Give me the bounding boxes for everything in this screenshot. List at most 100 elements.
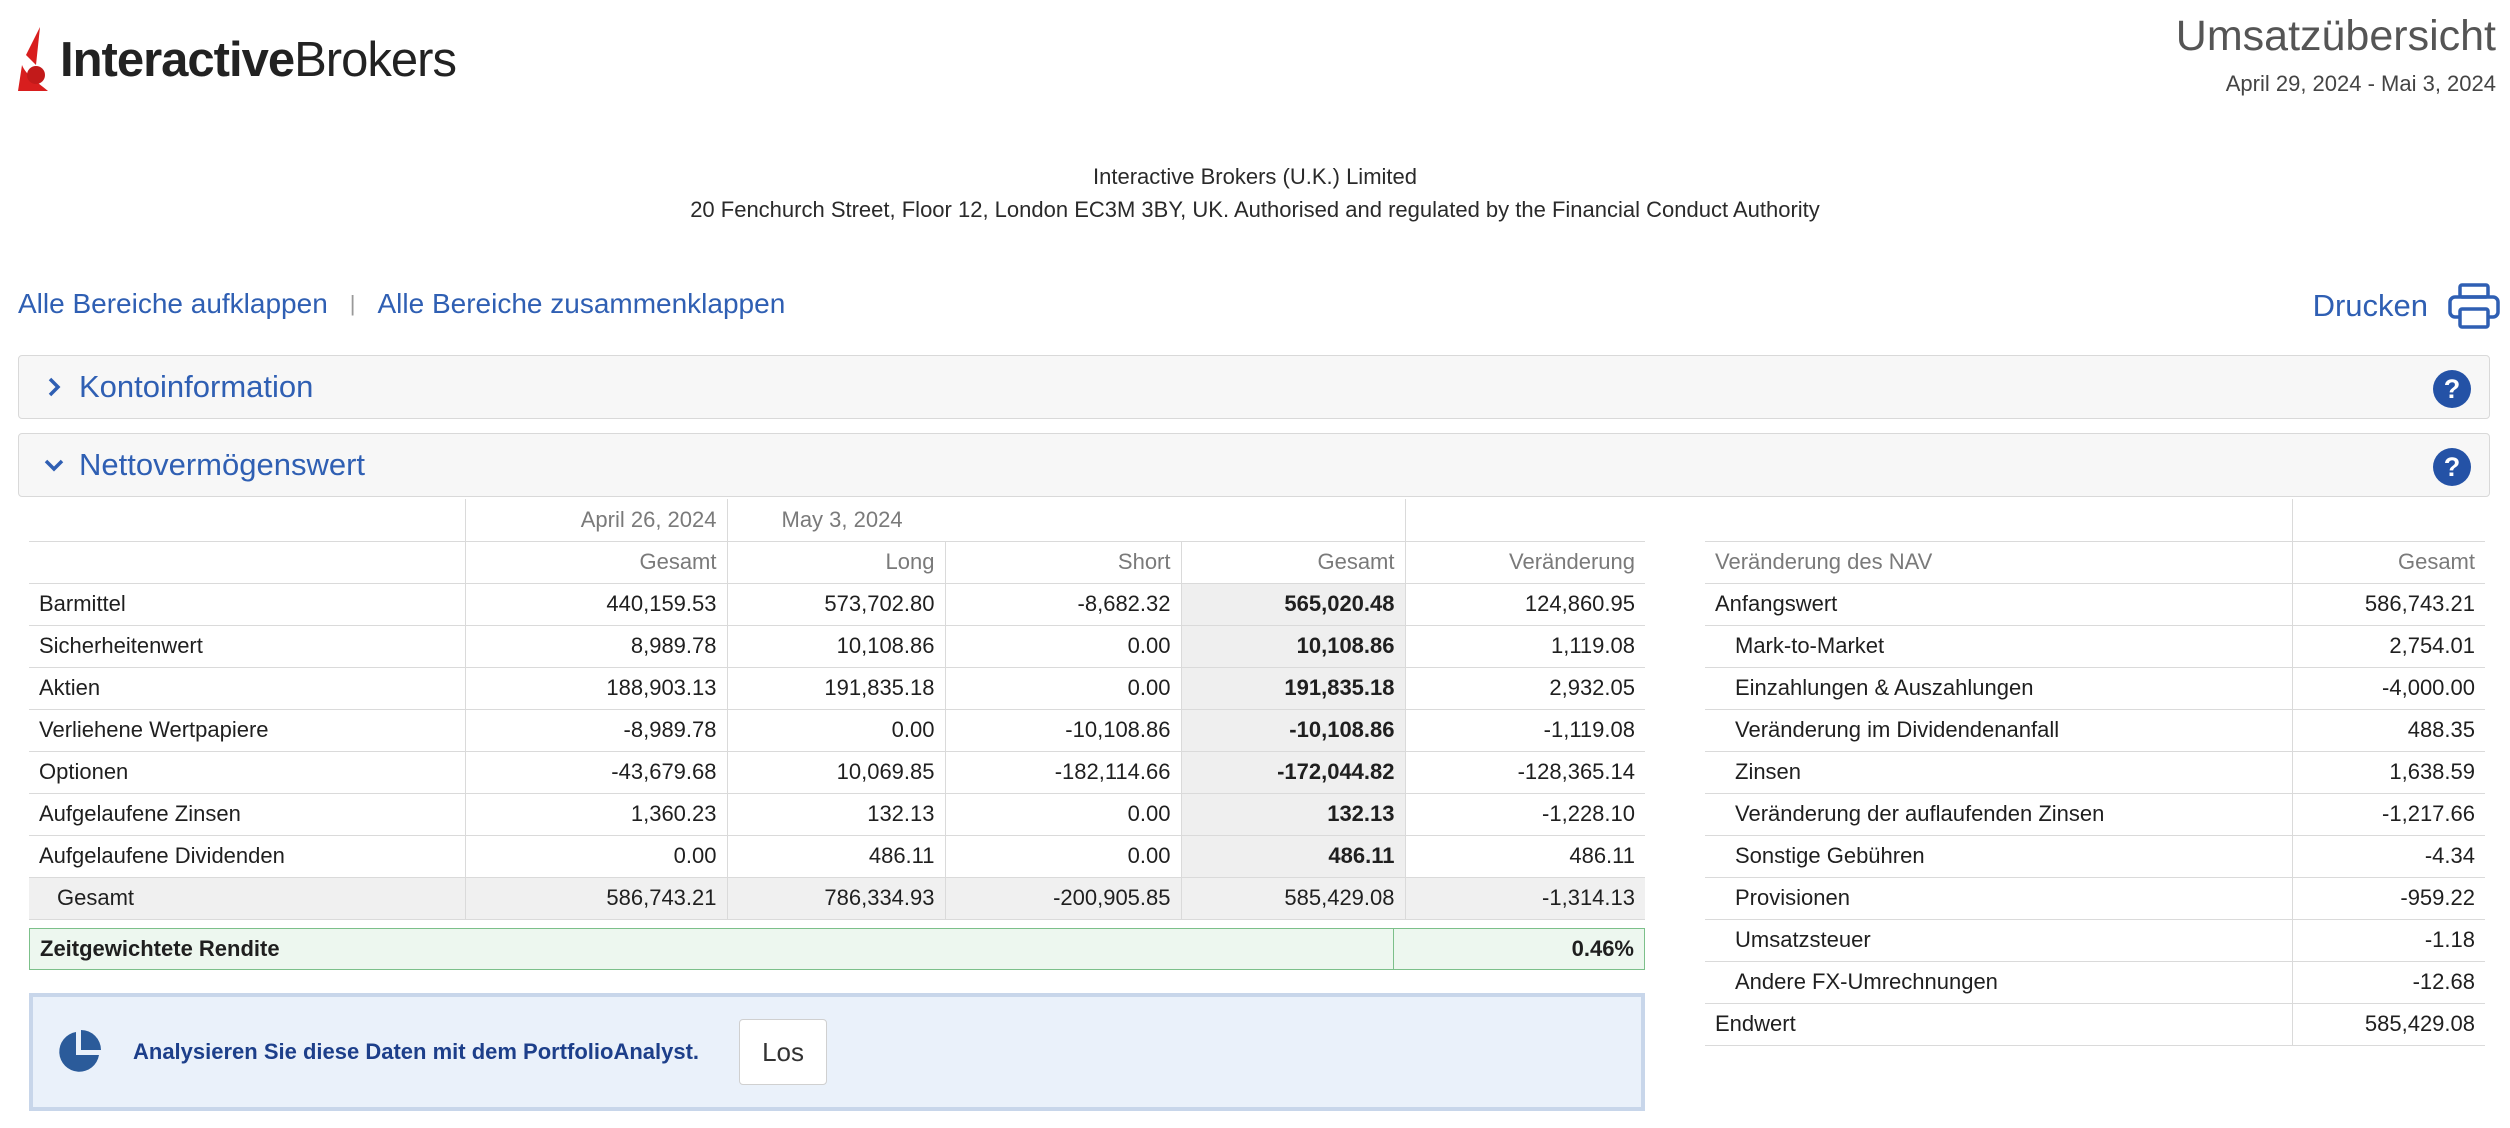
row-value: 191,835.18 [726, 667, 945, 710]
go-button[interactable]: Los [739, 1019, 828, 1085]
row-value: 124,860.95 [1404, 583, 1645, 626]
nav-table-body: Barmittel 440,159.53 573,702.80 -8,682.32 56… [29, 583, 1645, 920]
empty-cell [29, 541, 465, 584]
change-value: 586,743.21 [2291, 583, 2485, 626]
total-value: 585,429.08 [1180, 877, 1405, 920]
nav-change-body: Anfangswert 586,743.21 Mark-to-Market 2,754… [1705, 583, 2485, 1046]
table-row: Anfangswert 586,743.21 [1705, 583, 2485, 626]
empty-cell [2291, 499, 2485, 542]
column-header-row: Gesamt Long Short Gesamt Veränderung [29, 541, 1645, 584]
period-header-row: April 26, 2024 May 3, 2024 [29, 499, 1645, 542]
change-value: -1,217.66 [2291, 793, 2485, 836]
change-label: Sonstige Gebühren [1705, 835, 2292, 878]
table-row: Mark-to-Market 2,754.01 [1705, 625, 2485, 668]
row-label: Sicherheitenwert [29, 625, 465, 668]
change-value: 585,429.08 [2291, 1003, 2485, 1046]
row-value: -182,114.66 [944, 751, 1181, 794]
change-label: Provisionen [1705, 877, 2292, 920]
date-range: April 29, 2024 - Mai 3, 2024 [2225, 71, 2496, 96]
change-label: Veränderung der auflaufenden Zinsen [1705, 793, 2292, 836]
row-value: -10,108.86 [1180, 709, 1405, 752]
table-row: Verliehene Wertpapiere -8,989.78 0.00 -10,1… [29, 709, 1645, 752]
row-value: -1,119.08 [1404, 709, 1645, 752]
help-icon[interactable]: ? [2433, 448, 2471, 486]
row-value: 486.11 [726, 835, 945, 878]
change-label: Einzahlungen & Auszahlungen [1705, 667, 2292, 710]
row-value: -172,044.82 [1180, 751, 1405, 794]
total-value: -1,314.13 [1404, 877, 1645, 920]
company-name: Interactive Brokers (U.K.) Limited [1093, 164, 1417, 189]
empty-cell [29, 499, 465, 542]
table-row: Veränderung im Dividendenanfall 488.35 [1705, 709, 2485, 752]
chevron-right-icon [48, 377, 61, 397]
row-value: 440,159.53 [464, 583, 727, 626]
empty-cell [1404, 499, 1645, 542]
change-label: Andere FX-Umrechnungen [1705, 961, 2292, 1004]
change-value: 1,638.59 [2291, 751, 2485, 794]
total-value: -200,905.85 [944, 877, 1181, 920]
print-button[interactable]: Drucken [2313, 283, 2500, 329]
table-row: Einzahlungen & Auszahlungen -4,000.00 [1705, 667, 2485, 710]
expand-collapse-links: Alle Bereiche aufklappen | Alle Bereiche… [18, 288, 785, 320]
period-current: May 3, 2024 [726, 499, 1405, 542]
expand-all-link[interactable]: Alle Bereiche aufklappen [18, 288, 328, 319]
change-label: Endwert [1705, 1003, 2292, 1046]
row-value: 0.00 [944, 625, 1181, 668]
period-prev: April 26, 2024 [464, 499, 727, 542]
table-row: Optionen -43,679.68 10,069.85 -182,114.66 -1… [29, 751, 1645, 794]
section-title-account-info: Kontoinformation [79, 369, 314, 404]
analyst-text: Analysieren Sie diese Daten mit dem Port… [133, 1039, 700, 1064]
nav-change-header-value: Gesamt [2291, 541, 2485, 584]
table-row: Endwert 585,429.08 [1705, 1003, 2485, 1046]
row-value: 573,702.80 [726, 583, 945, 626]
empty-cell [1705, 499, 2292, 542]
print-label: Drucken [2312, 288, 2428, 323]
table-row: Zinsen 1,638.59 [1705, 751, 2485, 794]
nav-change-header-label: Veränderung des NAV [1705, 541, 2292, 584]
table-row: Andere FX-Umrechnungen -12.68 [1705, 961, 2485, 1004]
change-value: -959.22 [2291, 877, 2485, 920]
change-label: Umsatzsteuer [1705, 919, 2292, 962]
section-account-info[interactable]: Kontoinformation ? [18, 355, 2490, 419]
printer-icon [2448, 283, 2500, 329]
collapse-all-link[interactable]: Alle Bereiche zusammenklappen [377, 288, 786, 319]
row-value: 565,020.48 [1180, 583, 1405, 626]
row-value: 1,360.23 [464, 793, 727, 836]
section-title-nav: Nettovermögenswert [79, 447, 366, 482]
statement-title-block: Umsatzübersicht April 29, 2024 - Mai 3, … [2176, 12, 2496, 97]
row-label: Barmittel [29, 583, 465, 626]
change-value: -12.68 [2291, 961, 2485, 1004]
row-value: 10,069.85 [726, 751, 945, 794]
total-value: 786,334.93 [726, 877, 945, 920]
row-value: 0.00 [944, 667, 1181, 710]
nav-change-header-row: Veränderung des NAV Gesamt [1705, 541, 2485, 584]
help-icon[interactable]: ? [2433, 370, 2471, 408]
change-label: Mark-to-Market [1705, 625, 2292, 668]
col-header: Gesamt [464, 541, 727, 584]
chevron-down-icon [44, 459, 64, 472]
table-row: Aktien 188,903.13 191,835.18 0.00 191,835.18… [29, 667, 1645, 710]
col-header: Short [944, 541, 1181, 584]
row-value: 188,903.13 [464, 667, 727, 710]
total-value: 586,743.21 [464, 877, 727, 920]
nav-change-table: Veränderung des NAV Gesamt Anfangswert 58… [1705, 499, 2485, 1046]
section-nav[interactable]: Nettovermögenswert ? [18, 433, 2490, 497]
row-value: 486.11 [1180, 835, 1405, 878]
change-label: Anfangswert [1705, 583, 2292, 626]
table-row: Barmittel 440,159.53 573,702.80 -8,682.32 56… [29, 583, 1645, 626]
row-value: -8,989.78 [464, 709, 727, 752]
row-value: 0.00 [726, 709, 945, 752]
pie-chart-icon [59, 1030, 101, 1072]
row-label: Aktien [29, 667, 465, 710]
row-value: 132.13 [1180, 793, 1405, 836]
change-label: Zinsen [1705, 751, 2292, 794]
row-value: 10,108.86 [1180, 625, 1405, 668]
empty-header-row [1705, 499, 2485, 542]
return-value: 0.46% [1393, 929, 1644, 969]
interactive-brokers-logo-icon [18, 27, 48, 91]
row-value: 0.00 [944, 835, 1181, 878]
logo: InteractiveBrokers [16, 20, 457, 100]
change-value: 2,754.01 [2291, 625, 2485, 668]
change-value: -4.34 [2291, 835, 2485, 878]
table-row: Aufgelaufene Dividenden 0.00 486.11 0.00 486… [29, 835, 1645, 878]
